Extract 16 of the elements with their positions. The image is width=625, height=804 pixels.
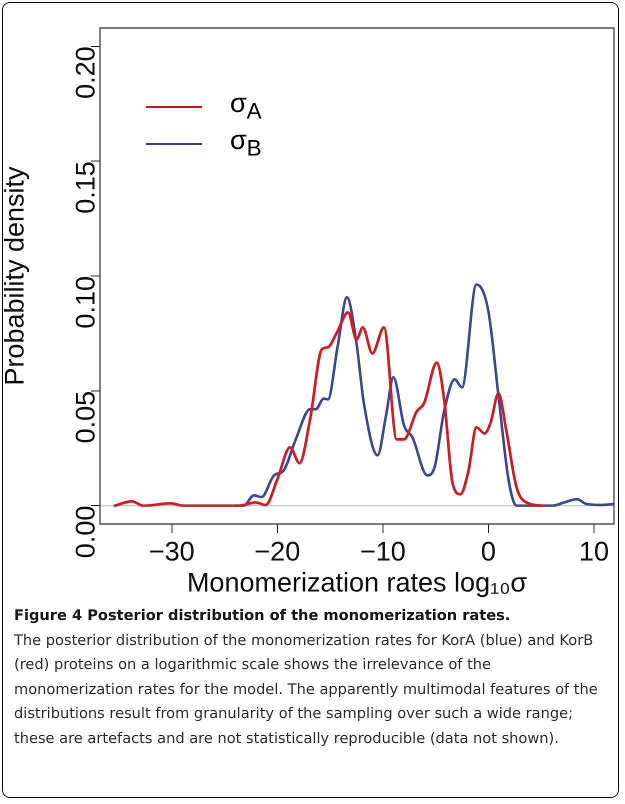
legend-label: σ$_{A}$ [230,88,262,125]
text: The posterior distribution of the monomerization rates for KorA (blue) and KorB (red) proteins on a logarithmic scale shows the irrelevance of the monomerization rates for the model. The apparently multimodal features of the distributions result from granularity of the sampling over such a wide range; these are artefacts and are not statistically reproducible (data not shown). [14,632,598,746]
y-tick-label: 0.15 [70,161,100,214]
y-tick-label: 0.05 [70,390,100,444]
legend-label: σ$_{B}$ [230,125,262,162]
x-tick-label: −10 [360,536,406,567]
x-tick-label: 0 [480,536,496,567]
y-tick-label: 0.00 [70,506,100,558]
y-tick-label: 0.20 [70,46,100,99]
x-tick-label: −30 [148,536,195,567]
x-tick-label: 10 [578,536,609,567]
caption: Figure 4 Posterior distribution of the monomerization rates. [14,607,510,624]
x-axis-title: Monomerization rates log₁₀σ [186,567,528,598]
y-tick-label: 0.10 [70,276,100,329]
x-tick-label: −20 [254,536,300,567]
y-axis-title: Probability density [0,166,30,386]
